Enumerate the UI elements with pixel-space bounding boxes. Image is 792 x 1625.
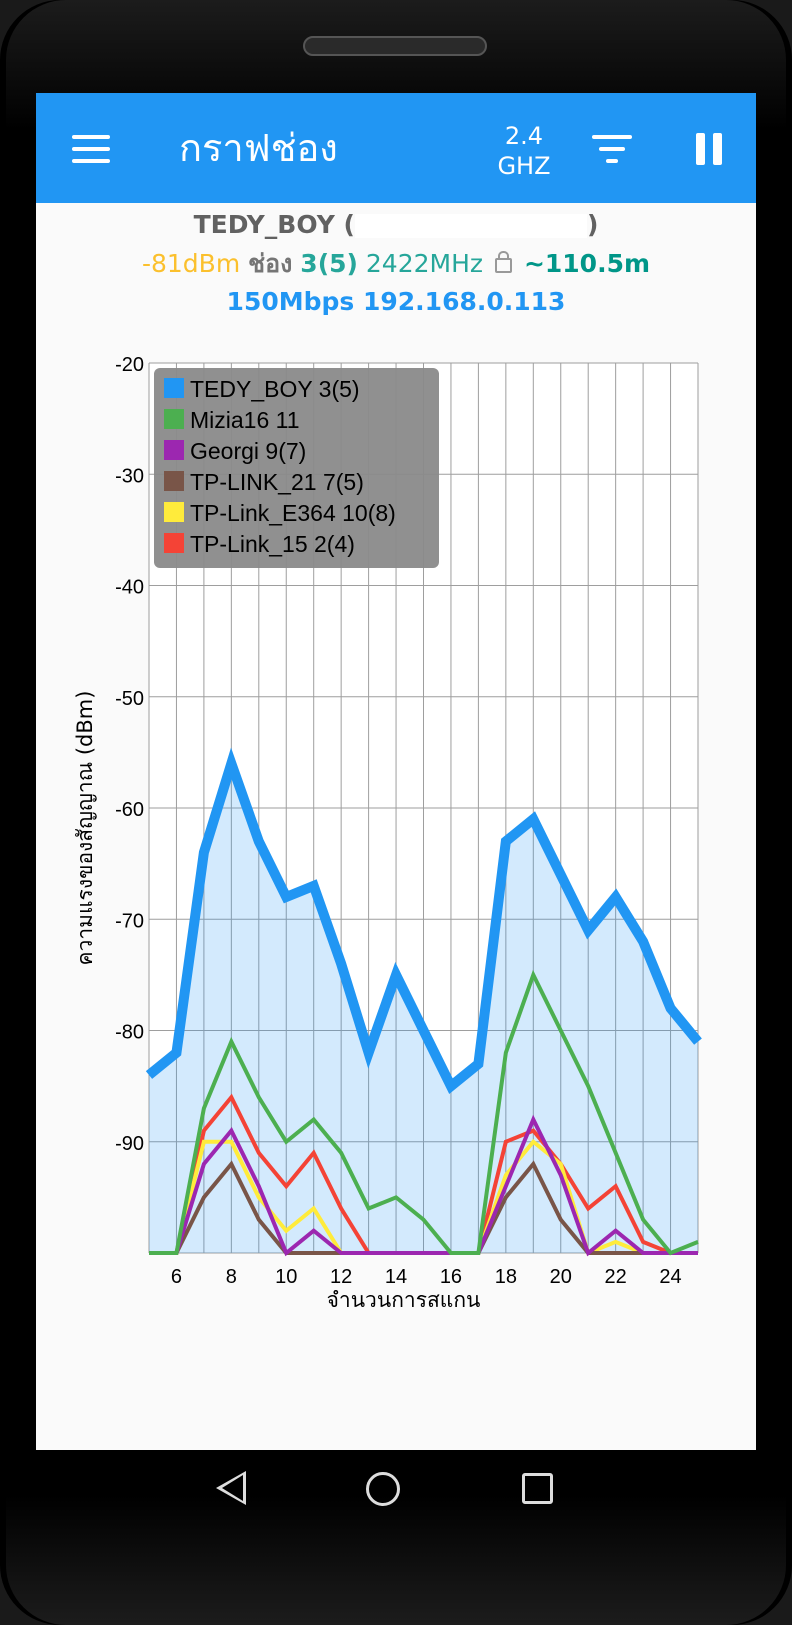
signal-strength: -81dBm (141, 249, 241, 278)
redacted-bssid (354, 214, 587, 238)
legend-box (154, 368, 439, 568)
series-line-2 (149, 1114, 698, 1257)
y-axis-label: ความแรงของสัญญาณ (dBm) (73, 691, 97, 966)
x-tick-label: 6 (171, 1266, 182, 1288)
frequency: 2422MHz (365, 249, 484, 278)
x-tick-label: 10 (275, 1266, 297, 1288)
app-screen: กราฟช่อง 2.4 GHZ TEDY_BOY () -81dBm ช่อง… (36, 93, 756, 1450)
legend-label-2: Georgi 9(7) (190, 438, 306, 464)
legend-swatch-3 (164, 471, 184, 491)
lock-icon (494, 250, 512, 273)
series-line-0 (145, 747, 702, 1094)
x-tick-label: 20 (550, 1266, 572, 1288)
x-tick-label: 16 (440, 1266, 462, 1288)
channel-label: ช่อง (248, 249, 293, 278)
connection-ssid-line: TEDY_BOY () (193, 210, 599, 239)
connection-details-line: -81dBm ช่อง 3(5) 2422MHz ~110.5m (36, 247, 756, 281)
ssid: TEDY_BOY (193, 210, 335, 239)
filter-icon[interactable] (592, 135, 632, 165)
x-tick-label: 12 (330, 1266, 352, 1288)
link-speed: 150Mbps (226, 287, 355, 316)
x-tick-label: 18 (495, 1266, 517, 1288)
legend-label-0: TEDY_BOY 3(5) (190, 376, 360, 402)
recent-apps-icon[interactable] (522, 1473, 553, 1504)
series-line-1 (149, 969, 699, 1256)
legend-label-5: TP-Link_15 2(4) (190, 531, 355, 557)
page-title: กราฟช่อง (179, 126, 338, 170)
y-tick-label: -20 (115, 354, 144, 376)
legend-label-4: TP-Link_E364 10(8) (190, 500, 396, 526)
ip-address: 192.168.0.113 (363, 287, 566, 316)
system-nav-bar (36, 1450, 756, 1530)
legend-swatch-5 (164, 533, 184, 553)
wifi-band-toggle[interactable]: 2.4 GHZ (476, 121, 572, 181)
legend-swatch-0 (164, 378, 184, 398)
y-tick-label: -60 (115, 799, 144, 821)
legend-swatch-1 (164, 409, 184, 429)
band-unit: GHZ (497, 152, 551, 180)
x-tick-label: 24 (659, 1266, 681, 1288)
band-value: 2.4 (504, 122, 544, 150)
app-toolbar: กราฟช่อง 2.4 GHZ (36, 93, 756, 203)
legend-swatch-4 (164, 502, 184, 522)
x-tick-label: 14 (385, 1266, 407, 1288)
y-tick-label: -30 (115, 465, 144, 487)
distance: ~110.5m (523, 249, 651, 278)
hamburger-menu-icon[interactable] (72, 135, 110, 163)
y-tick-label: -50 (115, 688, 144, 710)
home-icon[interactable] (366, 1472, 400, 1506)
legend-swatch-2 (164, 440, 184, 460)
connection-speed-line: 150Mbps 192.168.0.113 (36, 285, 756, 319)
y-tick-label: -70 (115, 910, 144, 932)
earpiece-speaker (303, 36, 487, 56)
y-tick-label: -40 (115, 577, 144, 599)
legend-label-3: TP-LINK_21 7(5) (190, 469, 364, 495)
x-tick-label: 8 (226, 1266, 237, 1288)
x-axis-label: จำนวนการสแกน (327, 1288, 481, 1312)
y-tick-label: -90 (115, 1133, 144, 1155)
x-tick-label: 22 (605, 1266, 627, 1288)
pause-icon[interactable] (694, 133, 724, 165)
channel-value: 3(5) (300, 249, 358, 278)
channel-graph-chart: -20 -30 -40 -50 -60 -70 -80 -90 6 8 10 12 14 16 18 20 22… (73, 354, 702, 1312)
legend-label-1: Mizia16 11 (190, 407, 300, 433)
y-tick-label: -80 (115, 1022, 144, 1044)
